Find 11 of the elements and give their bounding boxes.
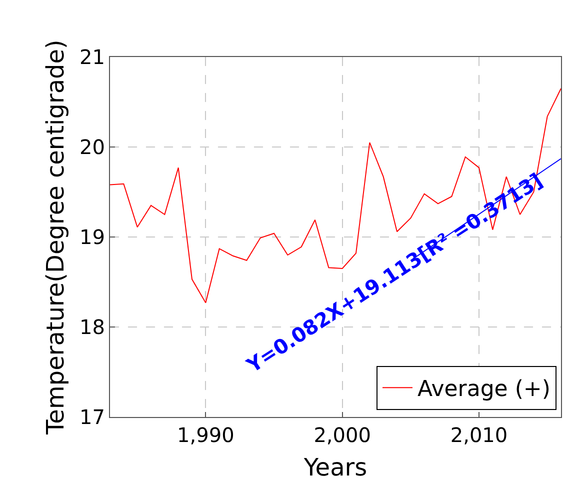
y-tick-label: 20 <box>80 135 105 159</box>
legend-label: Average (+) <box>417 377 550 402</box>
y-axis-title: Temperature(Degree centigrade) <box>42 40 70 436</box>
y-tick-label: 18 <box>80 315 105 339</box>
x-tick-label: 2,000 <box>314 423 371 447</box>
x-tick-label: 2,010 <box>450 423 508 447</box>
x-tick-label: 1,990 <box>177 423 234 447</box>
x-axis-title: Years <box>302 453 368 482</box>
y-tick-label: 17 <box>80 405 105 429</box>
y-tick-label: 19 <box>80 225 105 249</box>
y-tick-label: 21 <box>80 45 105 69</box>
